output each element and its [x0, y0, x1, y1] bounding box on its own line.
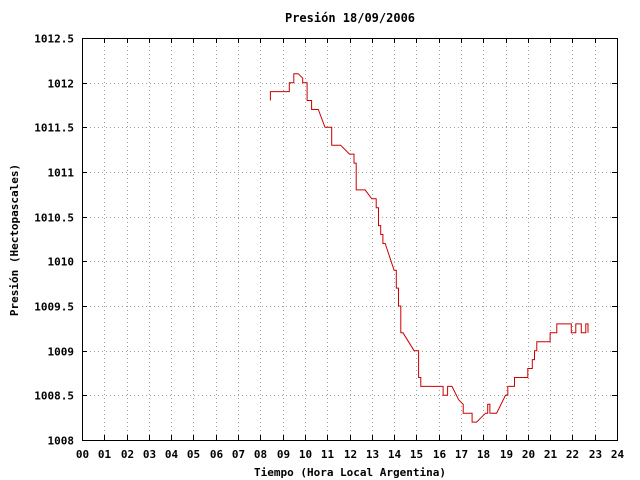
x-tick-label: 20: [522, 448, 535, 461]
y-tick-label: 1012: [48, 78, 75, 91]
y-tick-label: 1011.5: [34, 122, 74, 135]
x-tick-label: 15: [410, 448, 423, 461]
x-tick-label: 00: [76, 448, 89, 461]
chart-title: Presión 18/09/2006: [285, 11, 415, 25]
x-tick-label: 16: [433, 448, 447, 461]
x-tick-label: 05: [187, 448, 200, 461]
grid-lines: [82, 38, 617, 440]
x-tick-label: 24: [611, 448, 625, 461]
y-axis-label: Presión (Hectopascales): [8, 164, 21, 316]
x-tick-label: 08: [254, 448, 267, 461]
y-tick-label: 1009: [48, 346, 75, 359]
x-tick-label: 12: [344, 448, 357, 461]
x-tick-label: 07: [232, 448, 245, 461]
x-tick-label: 14: [388, 448, 402, 461]
x-tick-label: 09: [277, 448, 290, 461]
x-tick-label: 03: [143, 448, 156, 461]
x-tick-label: 02: [121, 448, 134, 461]
x-tick-label: 17: [455, 448, 468, 461]
x-tick-label: 22: [566, 448, 579, 461]
x-axis-label: Tiempo (Hora Local Argentina): [254, 466, 446, 479]
x-tick-label: 01: [98, 448, 112, 461]
pressure-line: [269, 73, 589, 423]
x-tick-label: 06: [210, 448, 224, 461]
y-tick-label: 1010: [48, 256, 75, 269]
x-tick-label: 10: [299, 448, 312, 461]
y-tick-label: 1008: [48, 435, 75, 448]
x-tick-label: 18: [477, 448, 490, 461]
y-tick-label: 1010.5: [34, 212, 74, 225]
y-tick-label: 1009.5: [34, 301, 74, 314]
axis-ticks: 00 01 02 03 04 05 06 07 08 09 10 11 12 13 14 15 16 17 18 19…: [34, 33, 624, 462]
x-tick-label: 11: [321, 448, 335, 461]
y-tick-label: 1012.5: [34, 33, 74, 46]
x-tick-label: 04: [165, 448, 179, 461]
x-tick-label: 21: [544, 448, 558, 461]
x-tick-label: 13: [366, 448, 379, 461]
y-tick-label: 1008.5: [34, 390, 74, 403]
y-tick-label: 1011: [48, 167, 75, 180]
x-tick-label: 19: [500, 448, 513, 461]
series-layer: [269, 73, 589, 423]
x-tick-label: 23: [589, 448, 602, 461]
